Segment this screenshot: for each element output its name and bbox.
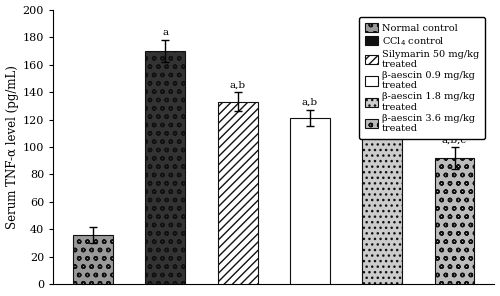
Bar: [434, 158, 474, 284]
Bar: [362, 129, 402, 284]
Legend: Normal control, CCl$_4$ control, Silymarin 50 mg/kg
treated, β-aescin 0.9 mg/kg
: Normal control, CCl$_4$ control, Silymar…: [359, 17, 485, 139]
Text: a,b,c: a,b,c: [442, 135, 467, 144]
Bar: [73, 235, 113, 284]
Bar: [290, 118, 330, 284]
Bar: [146, 51, 185, 284]
Text: a,b: a,b: [374, 109, 390, 118]
Y-axis label: Serum TNF-α level (pg/mL): Serum TNF-α level (pg/mL): [6, 65, 18, 229]
Text: a: a: [162, 28, 168, 37]
Text: a,b: a,b: [302, 98, 318, 107]
Text: a,b: a,b: [230, 80, 246, 89]
Bar: [218, 102, 258, 284]
